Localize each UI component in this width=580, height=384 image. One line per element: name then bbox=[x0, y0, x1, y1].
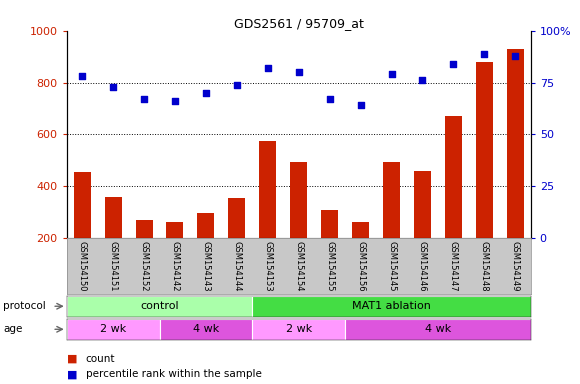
Bar bbox=[259, 141, 276, 238]
Text: 4 wk: 4 wk bbox=[193, 324, 219, 334]
Point bbox=[139, 96, 148, 102]
Text: GSM154147: GSM154147 bbox=[449, 241, 458, 291]
Bar bbox=[252, 319, 345, 340]
Text: 2 wk: 2 wk bbox=[100, 324, 126, 334]
Bar bbox=[197, 214, 215, 238]
Text: GSM154152: GSM154152 bbox=[140, 241, 148, 291]
Bar bbox=[414, 170, 431, 238]
Text: GSM154148: GSM154148 bbox=[480, 241, 489, 291]
Bar bbox=[74, 172, 90, 238]
Title: GDS2561 / 95709_at: GDS2561 / 95709_at bbox=[234, 17, 364, 30]
Bar bbox=[321, 210, 338, 238]
Point bbox=[418, 78, 427, 84]
Point bbox=[387, 71, 396, 77]
Point bbox=[78, 73, 87, 79]
Bar bbox=[476, 62, 493, 238]
Text: GSM154146: GSM154146 bbox=[418, 241, 427, 291]
Bar bbox=[507, 49, 524, 238]
Point bbox=[201, 90, 211, 96]
Point bbox=[171, 98, 180, 104]
Point bbox=[480, 50, 489, 56]
Text: GSM154154: GSM154154 bbox=[294, 241, 303, 291]
Bar bbox=[160, 319, 252, 340]
Text: control: control bbox=[140, 301, 179, 311]
Text: ■: ■ bbox=[67, 369, 77, 379]
Bar bbox=[104, 197, 122, 238]
Text: ■: ■ bbox=[67, 354, 77, 364]
Point bbox=[232, 81, 241, 88]
Bar bbox=[383, 162, 400, 238]
Text: GSM154144: GSM154144 bbox=[233, 241, 241, 291]
Bar bbox=[67, 296, 252, 317]
Bar bbox=[345, 319, 531, 340]
Text: 2 wk: 2 wk bbox=[285, 324, 312, 334]
Point bbox=[108, 84, 118, 90]
Text: GSM154153: GSM154153 bbox=[263, 241, 272, 291]
Text: GSM154143: GSM154143 bbox=[201, 241, 211, 291]
Bar bbox=[352, 222, 369, 238]
Bar bbox=[290, 162, 307, 238]
Text: GSM154151: GSM154151 bbox=[108, 241, 118, 291]
Text: MAT1 ablation: MAT1 ablation bbox=[352, 301, 431, 311]
Text: percentile rank within the sample: percentile rank within the sample bbox=[86, 369, 262, 379]
Bar bbox=[166, 222, 183, 238]
Text: GSM154156: GSM154156 bbox=[356, 241, 365, 291]
Point bbox=[325, 96, 334, 102]
Bar bbox=[445, 116, 462, 238]
Text: 4 wk: 4 wk bbox=[425, 324, 451, 334]
Point bbox=[510, 53, 520, 59]
Text: GSM154149: GSM154149 bbox=[511, 241, 520, 291]
Text: GSM154142: GSM154142 bbox=[171, 241, 179, 291]
Text: count: count bbox=[86, 354, 115, 364]
Point bbox=[263, 65, 273, 71]
Bar bbox=[67, 319, 160, 340]
Text: GSM154145: GSM154145 bbox=[387, 241, 396, 291]
Bar bbox=[136, 220, 153, 238]
Bar bbox=[252, 296, 531, 317]
Point bbox=[356, 102, 365, 108]
Point bbox=[449, 61, 458, 67]
Text: GSM154155: GSM154155 bbox=[325, 241, 334, 291]
Text: GSM154150: GSM154150 bbox=[78, 241, 86, 291]
Bar bbox=[229, 198, 245, 238]
Point bbox=[294, 69, 303, 75]
Text: age: age bbox=[3, 324, 22, 334]
Text: protocol: protocol bbox=[3, 301, 46, 311]
